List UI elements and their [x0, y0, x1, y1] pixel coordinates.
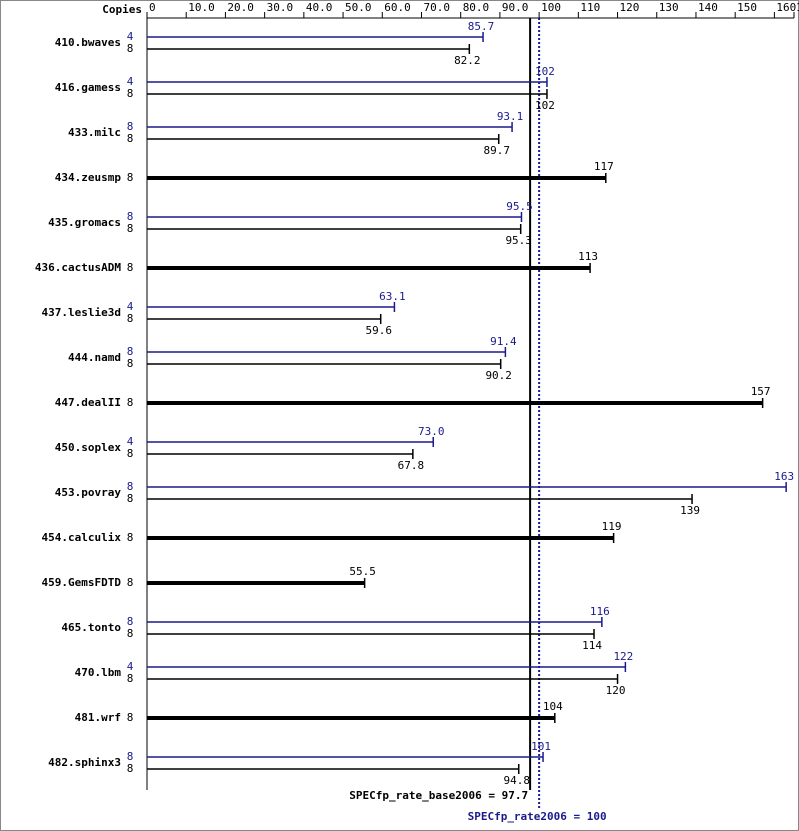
copies-label: 8	[127, 480, 134, 493]
copies-label: 8	[127, 87, 134, 100]
category-label: 434.zeusmp	[55, 171, 122, 184]
category-label: 454.calculix	[42, 531, 122, 544]
copies-label: 8	[127, 492, 134, 505]
value-label: 102	[535, 99, 555, 112]
copies-header: Copies	[102, 3, 142, 16]
x-tick-label: 150	[737, 1, 757, 14]
category-label: 453.povray	[55, 486, 122, 499]
x-tick-label: 70.0	[423, 1, 450, 14]
copies-label: 8	[127, 711, 134, 724]
copies-label: 8	[127, 132, 134, 145]
x-tick-label: 50.0	[345, 1, 372, 14]
copies-label: 8	[127, 120, 134, 133]
x-tick-label: 10.0	[188, 1, 215, 14]
copies-label: 8	[127, 357, 134, 370]
value-label: 82.2	[454, 54, 481, 67]
x-tick-label: 0	[149, 1, 156, 14]
category-label: 459.GemsFDTD	[42, 576, 122, 589]
category-label: 436.cactusADM	[35, 261, 121, 274]
category-label: 482.sphinx3	[48, 756, 121, 769]
value-label: 59.6	[365, 324, 392, 337]
copies-label: 8	[127, 447, 134, 460]
value-label: 116	[590, 605, 610, 618]
category-label: 437.leslie3d	[42, 306, 121, 319]
copies-label: 8	[127, 261, 134, 274]
value-label: 85.7	[468, 20, 495, 33]
copies-label: 8	[127, 576, 134, 589]
category-label: 433.milc	[68, 126, 121, 139]
x-tick-label: 110	[580, 1, 600, 14]
copies-label: 8	[127, 171, 134, 184]
x-tick-label: 90.0	[502, 1, 528, 14]
copies-label: 4	[127, 75, 134, 88]
x-tick-label: 165	[796, 1, 799, 14]
value-label: 93.1	[497, 110, 524, 123]
value-label: 73.0	[418, 425, 445, 438]
copies-label: 8	[127, 672, 134, 685]
copies-label: 8	[127, 210, 134, 223]
copies-label: 8	[127, 396, 134, 409]
copies-label: 8	[127, 345, 134, 358]
category-label: 481.wrf	[75, 711, 121, 724]
copies-label: 4	[127, 30, 134, 43]
copies-label: 8	[127, 531, 134, 544]
copies-label: 4	[127, 660, 134, 673]
copies-label: 8	[127, 762, 134, 775]
value-label: 104	[543, 700, 563, 713]
x-tick-label: 100	[541, 1, 561, 14]
value-label: 163	[774, 470, 794, 483]
category-label: 447.dealII	[55, 396, 121, 409]
copies-label: 8	[127, 222, 134, 235]
value-label: 113	[578, 250, 598, 263]
category-label: 465.tonto	[61, 621, 121, 634]
category-label: 416.gamess	[55, 81, 121, 94]
copies-label: 4	[127, 300, 134, 313]
x-tick-label: 20.0	[227, 1, 254, 14]
copies-label: 8	[127, 312, 134, 325]
x-tick-label: 80.0	[463, 1, 490, 14]
x-tick-label: 120	[620, 1, 640, 14]
reference-label: SPECfp_rate2006 = 100	[468, 810, 607, 823]
value-label: 67.8	[398, 459, 425, 472]
value-label: 95.5	[506, 200, 533, 213]
value-label: 114	[582, 639, 602, 652]
category-label: 410.bwaves	[55, 36, 121, 49]
copies-label: 4	[127, 435, 134, 448]
copies-label: 8	[127, 750, 134, 763]
value-label: 55.5	[349, 565, 376, 578]
value-label: 63.1	[379, 290, 406, 303]
copies-label: 8	[127, 627, 134, 640]
x-tick-label: 40.0	[306, 1, 333, 14]
value-label: 90.2	[485, 369, 512, 382]
value-label: 89.7	[483, 144, 510, 157]
copies-label: 8	[127, 42, 134, 55]
x-tick-label: 140	[698, 1, 718, 14]
x-tick-label: 60.0	[384, 1, 411, 14]
reference-label: SPECfp_rate_base2006 = 97.7	[349, 789, 528, 802]
value-label: 119	[602, 520, 622, 533]
value-label: 139	[680, 504, 700, 517]
value-label: 95.3	[505, 234, 532, 247]
x-tick-label: 160	[776, 1, 796, 14]
value-label: 101	[531, 740, 551, 753]
x-tick-label: 130	[659, 1, 679, 14]
value-label: 94.8	[503, 774, 530, 787]
value-label: 91.4	[490, 335, 517, 348]
category-label: 470.lbm	[75, 666, 122, 679]
category-label: 444.namd	[68, 351, 121, 364]
copies-label: 8	[127, 615, 134, 628]
value-label: 122	[613, 650, 633, 663]
value-label: 117	[594, 160, 614, 173]
value-label: 157	[751, 385, 771, 398]
value-label: 102	[535, 65, 555, 78]
value-label: 120	[606, 684, 626, 697]
category-label: 450.soplex	[55, 441, 122, 454]
x-tick-label: 30.0	[267, 1, 294, 14]
category-label: 435.gromacs	[48, 216, 121, 229]
